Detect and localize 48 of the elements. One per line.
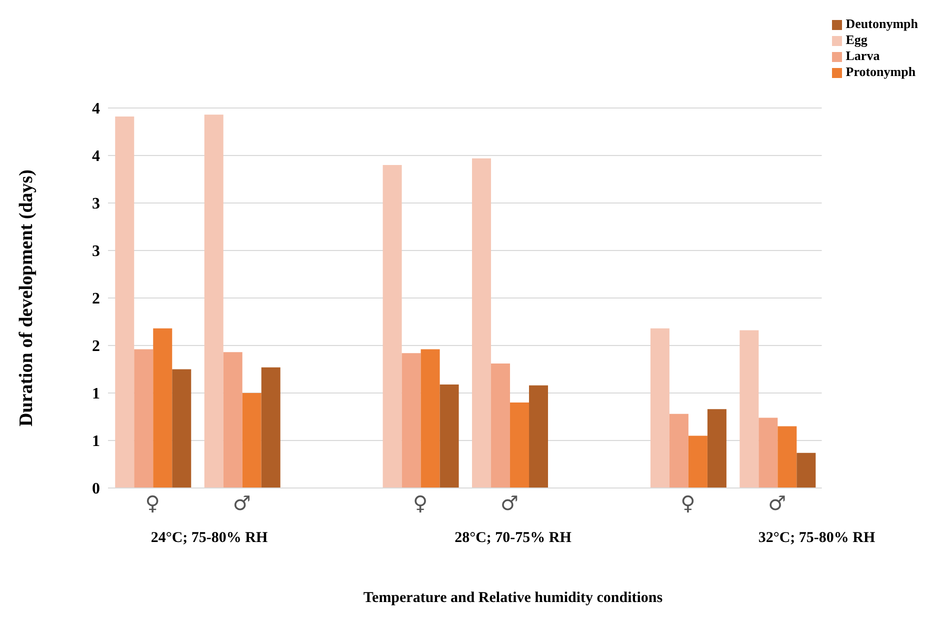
legend-label: Egg — [846, 32, 868, 47]
bar — [223, 352, 242, 488]
y-axis-title: Duration of development (days) — [16, 168, 38, 429]
x-tick-label: ♀ — [145, 491, 160, 516]
bar — [688, 436, 708, 488]
y-tick-label: 1 — [92, 386, 100, 403]
bar — [261, 367, 280, 488]
y-tick-label: 1 — [92, 433, 100, 450]
y-tick-label: 4 — [92, 148, 100, 166]
x-tick-label: ♀ — [412, 491, 428, 516]
legend-label: Larva — [846, 48, 880, 63]
x-tick-label: ♂ — [500, 491, 518, 516]
text: 32°C; 75-80% RH — [757, 530, 876, 547]
bar — [510, 402, 530, 488]
bar — [134, 349, 154, 488]
bar — [707, 409, 726, 488]
y-tick-label: 3 — [92, 243, 100, 260]
y-tick-label: 3 — [92, 196, 100, 213]
bar — [472, 158, 492, 488]
bar — [491, 364, 510, 488]
legend-label: Protonymph — [846, 64, 916, 79]
bar — [420, 349, 440, 488]
x-tick-label: ♂ — [768, 491, 786, 516]
bar — [153, 328, 172, 488]
legend-label: Deutonymph — [846, 16, 918, 31]
text: 24°C; 75-80% RH — [150, 530, 269, 547]
bar — [796, 452, 816, 488]
y-tick-label: 0 — [92, 480, 100, 498]
x-axis-title: Temperature and Relative humidity conditions — [362, 590, 664, 607]
bar — [529, 385, 548, 488]
x-tick-label: ♀ — [680, 491, 696, 516]
bar — [650, 328, 670, 488]
bar — [204, 114, 224, 488]
bar — [402, 353, 421, 488]
bar — [440, 384, 459, 488]
bar — [778, 426, 797, 488]
y-tick-label: 2 — [92, 338, 100, 356]
y-tick-label: 4 — [92, 100, 100, 118]
y-tick-label: 2 — [92, 290, 100, 308]
bar — [740, 330, 759, 488]
bar — [669, 414, 688, 488]
bar — [172, 369, 192, 488]
bar — [115, 116, 134, 488]
x-tick-label: ♂ — [232, 491, 251, 516]
bar — [758, 418, 778, 488]
bar — [382, 165, 402, 488]
bar — [242, 393, 262, 488]
text: 28°C; 70-75% RH — [454, 530, 572, 547]
